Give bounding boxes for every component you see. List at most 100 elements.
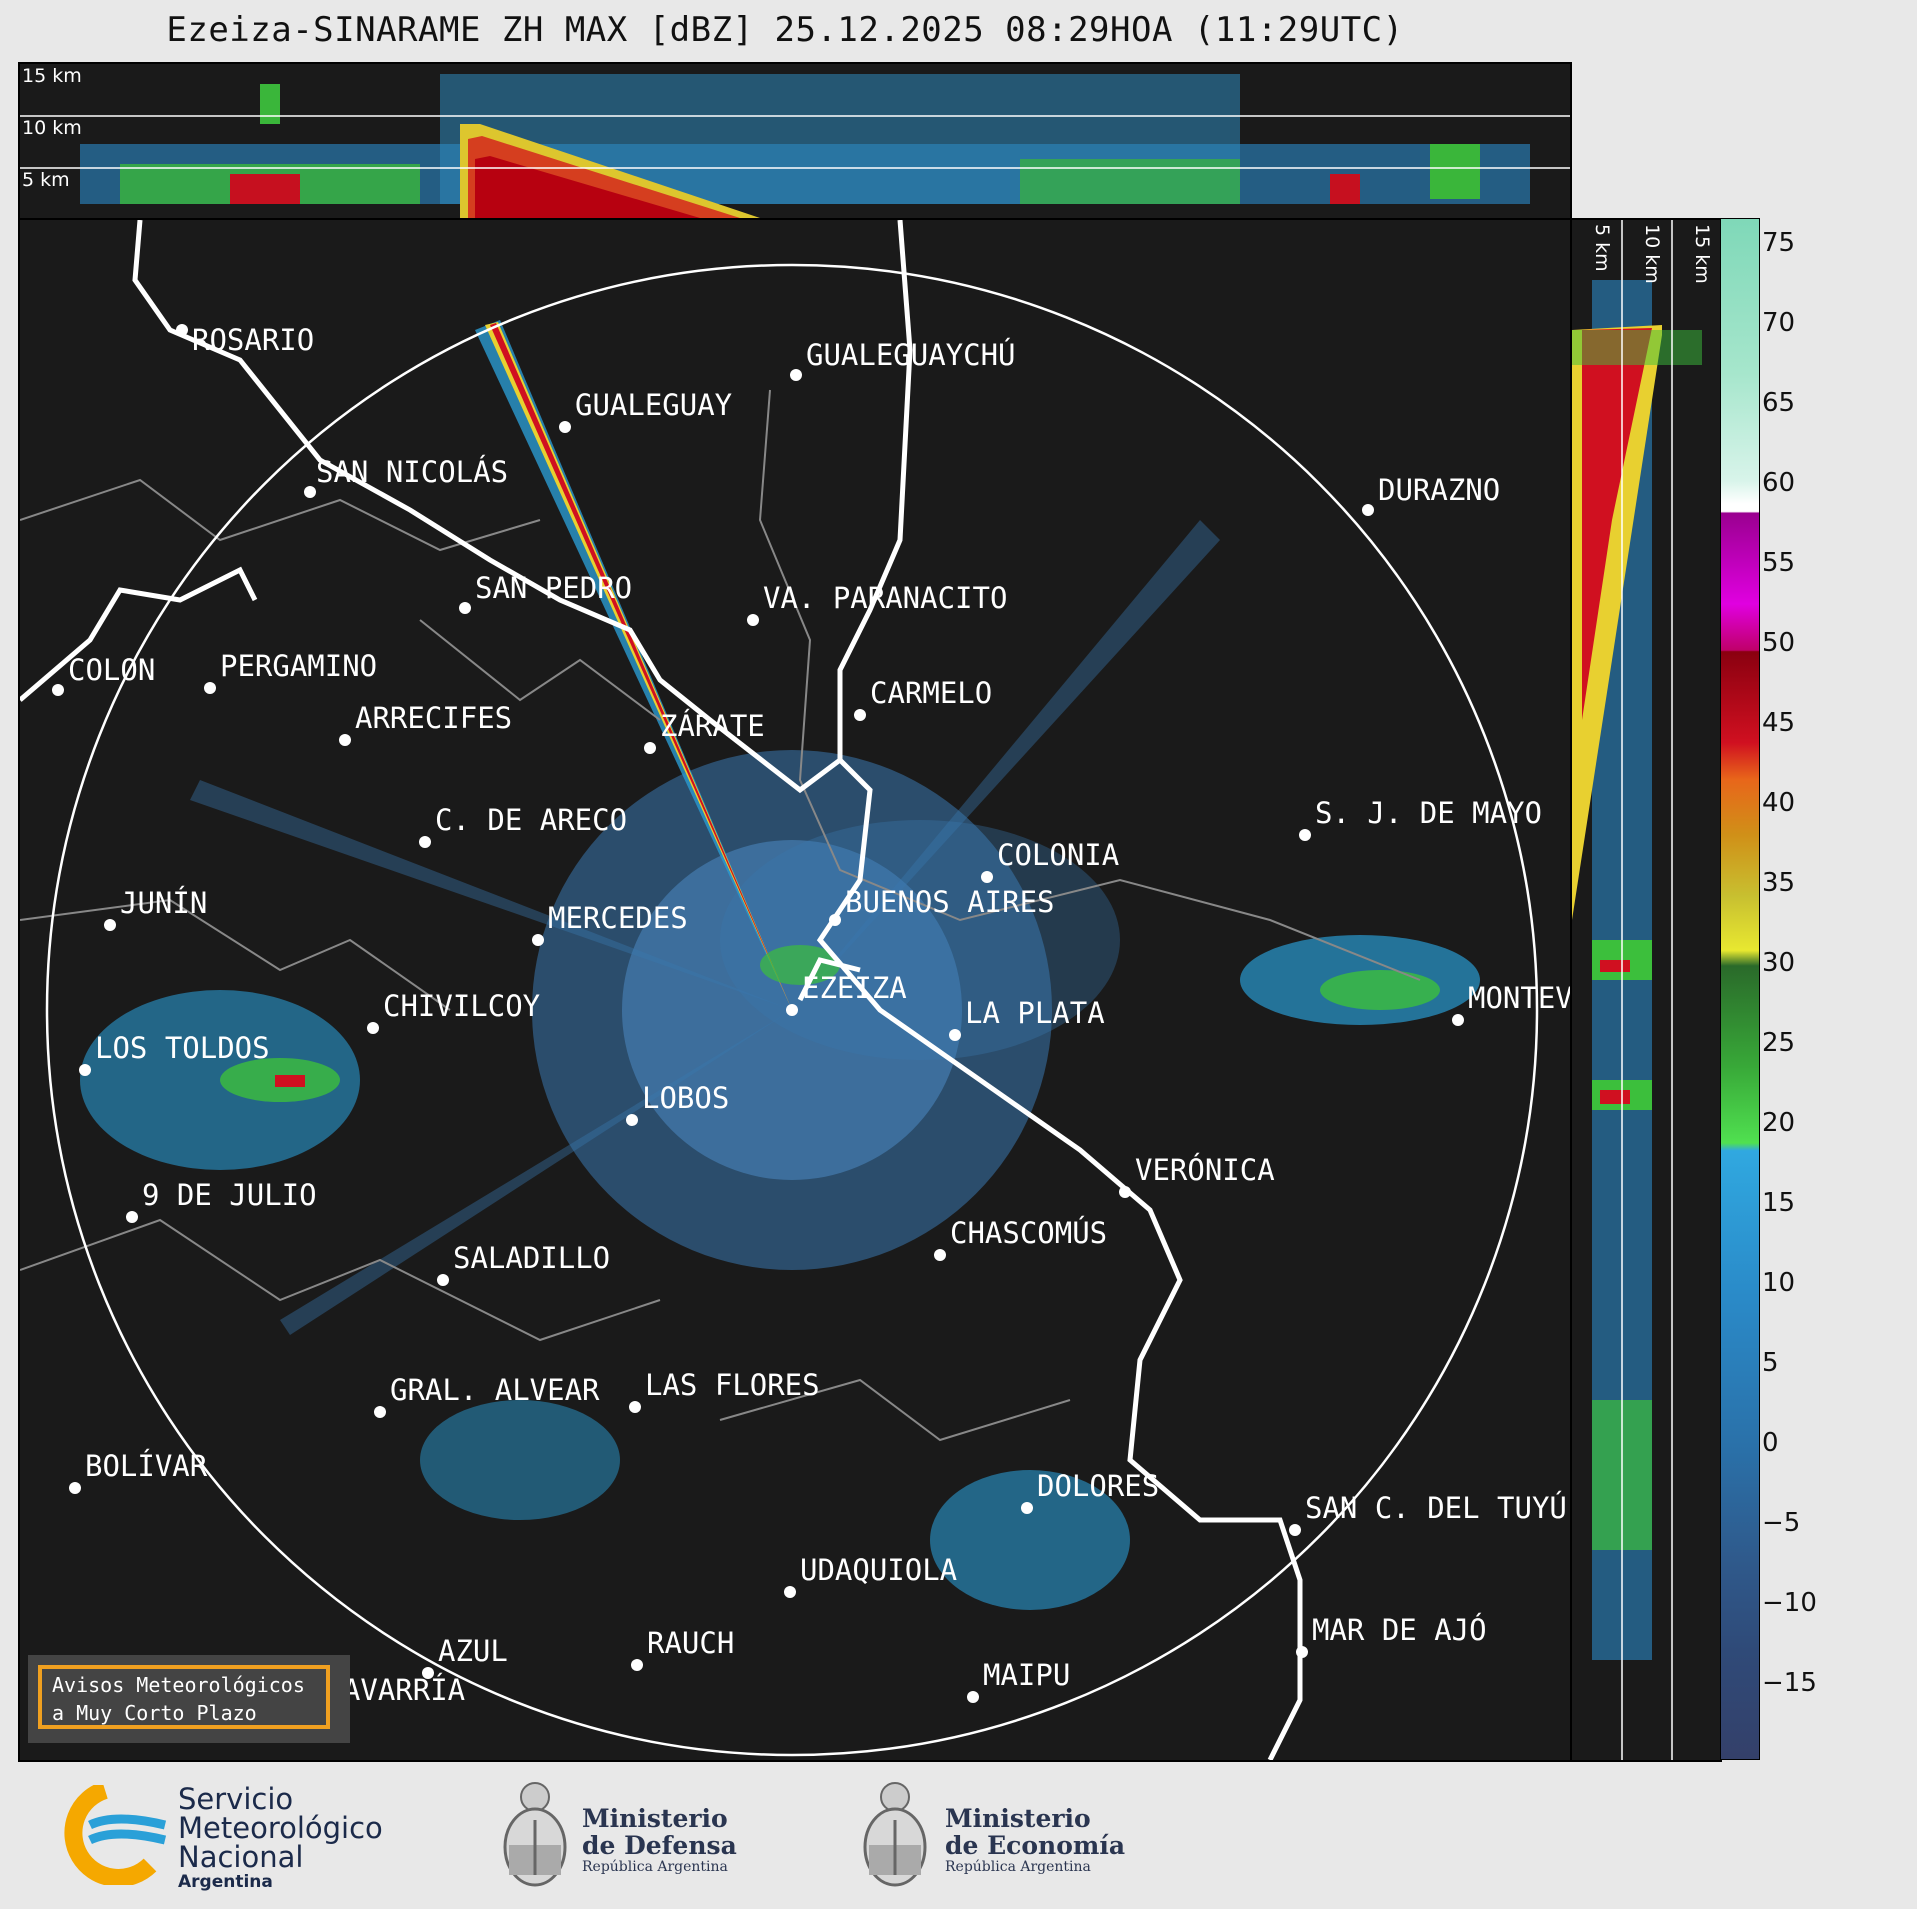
- city-label-chivilcoy: CHIVILCOY: [383, 989, 540, 1023]
- smn-logo-icon: [64, 1785, 167, 1885]
- coastlines: [18, 219, 1303, 1762]
- colorbar-tick-70: 70: [1762, 308, 1796, 338]
- city-label-los-toldos: LOS TOLDOS: [95, 1031, 270, 1065]
- smn-text-3: Nacional: [178, 1840, 304, 1874]
- city-dot-colon: [52, 684, 64, 696]
- avisos-line-2: a Muy Corto Plazo: [52, 1701, 257, 1725]
- city-dot-azul: [422, 1667, 434, 1679]
- city-dot-buenos-aires: [829, 914, 841, 926]
- city-label-gualeguay: GUALEGUAY: [575, 388, 732, 422]
- side-km-label-15: 15 km: [1691, 224, 1713, 284]
- colorbar-tick-75: 75: [1762, 228, 1796, 258]
- city-dot-colonia: [981, 871, 993, 883]
- city-label-ezeiza: EZEIZA: [802, 971, 907, 1005]
- city-dot-va-paranacito: [747, 614, 759, 626]
- top-cross-section-panel: 15 km 10 km 5 km: [18, 62, 1572, 220]
- top-cross-section-plot: 15 km 10 km 5 km: [20, 65, 1570, 218]
- city-dot-saladillo: [437, 1274, 449, 1286]
- city-dot-chascomus: [934, 1249, 946, 1261]
- avisos-box-frame: Avisos Meteorológicos a Muy Corto Plazo: [38, 1665, 330, 1729]
- city-label-carmelo: CARMELO: [870, 676, 992, 710]
- side-km-label-5: 5 km: [1591, 224, 1613, 272]
- city-label-san-c-del-tuyu: SAN C. DEL TUYÚ: [1305, 1491, 1567, 1525]
- colorbar-tick-15: 15: [1762, 1188, 1796, 1218]
- side-cross-section-plot: 5 km 10 km 15 km: [1572, 220, 1713, 1760]
- colorbar-tick-55: 55: [1762, 548, 1796, 578]
- colorbar-tick-25: 25: [1762, 1028, 1796, 1058]
- city-label-mar-de-ajo: MAR DE AJÓ: [1312, 1613, 1487, 1647]
- city-label-rauch: RAUCH: [647, 1626, 734, 1660]
- city-dot-carmelo: [854, 709, 866, 721]
- city-dot-zarate: [644, 742, 656, 754]
- colorbar-tick-40: 40: [1762, 788, 1796, 818]
- city-label-la-plata: LA PLATA: [965, 996, 1105, 1030]
- city-label-lobos: LOBOS: [642, 1081, 729, 1115]
- colorbar-tick-20: 20: [1762, 1108, 1796, 1138]
- city-dot-rosario: [176, 324, 188, 336]
- city-dot-mercedes: [532, 934, 544, 946]
- city-dot-san-nicolas: [304, 486, 316, 498]
- city-dot-gualeguaychu: [790, 369, 802, 381]
- city-label-chascomus: CHASCOMÚS: [950, 1216, 1107, 1250]
- defensa-text-2: de Defensa: [582, 1831, 737, 1860]
- city-dot-dolores: [1021, 1502, 1033, 1514]
- city-dot-montevideo: [1452, 1014, 1464, 1026]
- colorbar-tick-minus15: −15: [1762, 1668, 1817, 1698]
- smn-text-1: Servicio: [178, 1782, 294, 1816]
- city-label-arrecifes: ARRECIFES: [355, 701, 512, 735]
- city-dot-udaquiola: [784, 1586, 796, 1598]
- radar-map-panel: ROSARIO GUALEGUAYCHÚ GUALEGUAY SAN NICOL…: [18, 218, 1643, 1762]
- city-label-colonia: COLONIA: [997, 838, 1119, 872]
- city-label-san-nicolas: SAN NICOLÁS: [316, 455, 508, 489]
- city-label-va-paranacito: VA. PARANACITO: [763, 581, 1007, 615]
- colorbar-tick-60: 60: [1762, 468, 1796, 498]
- city-label-udaquiola: UDAQUIOLA: [800, 1553, 957, 1587]
- colorbar-tick-minus5: −5: [1762, 1508, 1801, 1538]
- city-dot-junin: [104, 919, 116, 931]
- city-label-9-de-julio: 9 DE JULIO: [142, 1178, 317, 1212]
- city-dot-arrecifes: [339, 734, 351, 746]
- city-label-bolivar: BOLÍVAR: [85, 1449, 208, 1483]
- city-dot-san-c-del-tuyu: [1289, 1524, 1301, 1536]
- colorbar-tick-5: 5: [1762, 1348, 1779, 1378]
- argentina-coat-of-arms-icon: [863, 1782, 927, 1887]
- colorbar-tick-minus10: −10: [1762, 1588, 1817, 1618]
- argentina-coat-of-arms-icon: [503, 1782, 567, 1887]
- province-borders: [19, 389, 1421, 1442]
- city-dot-durazno: [1362, 504, 1374, 516]
- city-label-saladillo: SALADILLO: [453, 1241, 610, 1275]
- city-label-junin: JUNÍN: [120, 886, 207, 920]
- city-label-sj-de-mayo: S. J. DE MAYO: [1315, 796, 1542, 830]
- city-dot-los-toldos: [79, 1064, 91, 1076]
- avisos-box[interactable]: Avisos Meteorológicos a Muy Corto Plazo: [28, 1655, 350, 1743]
- city-dot-maipu: [967, 1691, 979, 1703]
- city-dot-las-flores: [629, 1401, 641, 1413]
- city-dot-san-pedro: [459, 602, 471, 614]
- smn-text-4: Argentina: [178, 1872, 273, 1892]
- colorbar-tick-65: 65: [1762, 388, 1796, 418]
- city-label-rosario: ROSARIO: [192, 323, 314, 357]
- dbz-colorbar: [1720, 218, 1760, 1760]
- city-dot-gral-alvear: [374, 1406, 386, 1418]
- city-dot-sj-de-mayo: [1299, 829, 1311, 841]
- avisos-line-1: Avisos Meteorológicos: [52, 1673, 305, 1697]
- top-km-label-10: 10 km: [22, 117, 82, 139]
- city-label-zarate: ZÁRATE: [660, 709, 765, 743]
- economia-text-3: República Argentina: [945, 1859, 1091, 1875]
- city-dot-la-plata: [949, 1029, 961, 1041]
- city-label-azul: AZUL: [438, 1634, 508, 1668]
- smn-text-2: Meteorológico: [178, 1811, 383, 1845]
- city-dot-lobos: [626, 1114, 638, 1126]
- city-dot-c-de-areco: [419, 836, 431, 848]
- colorbar-tick-0: 0: [1762, 1428, 1779, 1458]
- colorbar-tick-30: 30: [1762, 948, 1796, 978]
- city-label-montevideo: MONTEVIDEO: [1468, 981, 1570, 1015]
- colorbar-tick-35: 35: [1762, 868, 1796, 898]
- top-km-label-15: 15 km: [22, 65, 82, 87]
- city-label-veronica: VERÓNICA: [1135, 1153, 1275, 1187]
- city-dot-mar-de-ajo: [1296, 1646, 1308, 1658]
- colorbar-tick-10: 10: [1762, 1268, 1796, 1298]
- radar-map: ROSARIO GUALEGUAYCHÚ GUALEGUAY SAN NICOL…: [18, 219, 1643, 1762]
- city-dot-ezeiza: [786, 1004, 798, 1016]
- city-label-san-pedro: SAN PEDRO: [475, 571, 632, 605]
